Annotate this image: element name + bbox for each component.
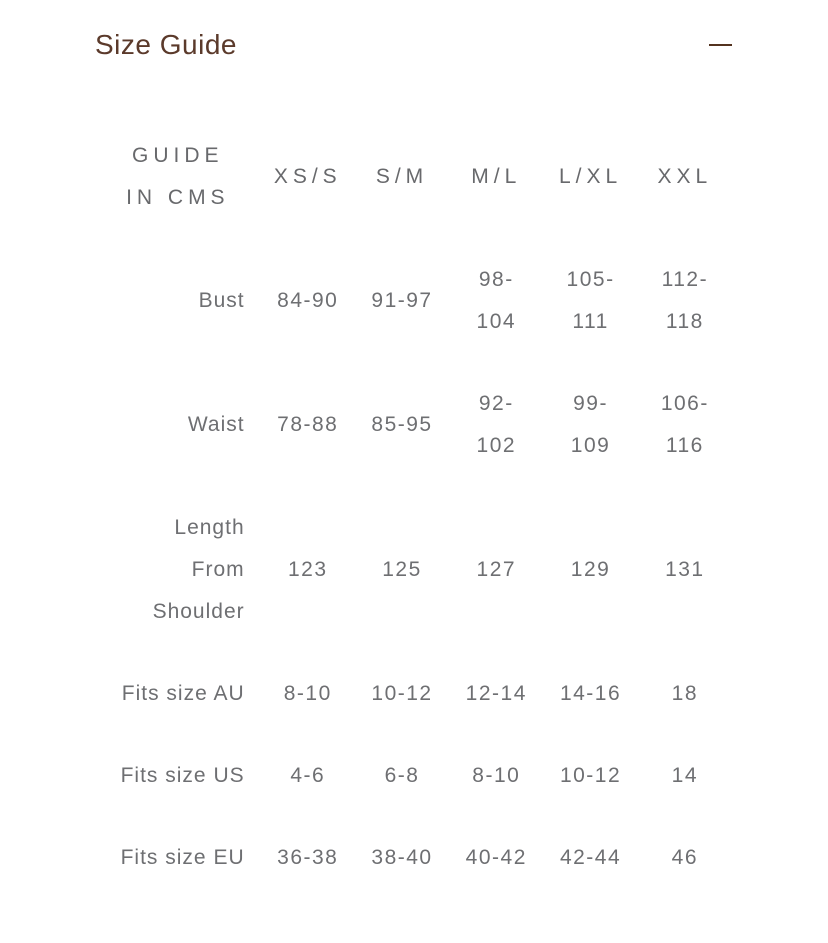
column-header-m-l: M/L (471, 165, 522, 188)
table-cell: 18 (671, 682, 699, 705)
table-cell: 10-12 (559, 764, 622, 787)
table-cell: 91-97 (371, 289, 433, 312)
table-row-bust: Bust 84-90 91-97 98- 104 105- 111 112- 1… (95, 239, 732, 363)
column-header-s-m: S/M (375, 165, 429, 188)
table-cell: 99- 109 (570, 392, 611, 457)
table-cell: 6-8 (384, 764, 420, 787)
table-cell: 92- 102 (476, 392, 517, 457)
table-cell: 40-42 (465, 846, 527, 869)
row-label: Fits size US (120, 764, 245, 787)
column-header-xs-s: XS/S (273, 165, 342, 188)
table-cell: 106- 116 (660, 392, 709, 457)
table-row-fits-size-eu: Fits size EU 36-38 38-40 40-42 42-44 46 (95, 817, 732, 899)
table-cell: 14-16 (559, 682, 622, 705)
table-cell: 38-40 (371, 846, 433, 869)
table-header-row: GUIDE IN CMS XS/S S/M M/L L/XL XXL (95, 115, 732, 239)
column-header-l-xl: L/XL (558, 165, 623, 188)
table-cell: 85-95 (371, 413, 433, 436)
collapse-minus-icon[interactable] (709, 44, 732, 46)
row-label: Waist (187, 413, 245, 436)
row-label: Fits size AU (121, 682, 245, 705)
column-header-xxl: XXL (657, 165, 713, 188)
table-cell: 112- 118 (661, 268, 709, 333)
table-cell: 84-90 (277, 289, 339, 312)
table-cell: 8-10 (472, 764, 521, 787)
table-cell: 129 (570, 558, 611, 581)
table-row-fits-size-au: Fits size AU 8-10 10-12 12-14 14-16 18 (95, 653, 732, 735)
table-row-length-from-shoulder: Length From Shoulder 123 125 127 129 131 (95, 487, 732, 653)
table-cell: 123 (287, 558, 328, 581)
size-guide-accordion-header[interactable]: Size Guide (95, 28, 732, 62)
table-cell: 46 (671, 846, 699, 869)
table-cell: 10-12 (371, 682, 433, 705)
table-cell: 125 (382, 558, 422, 581)
table-cell: 98- 104 (476, 268, 517, 333)
table-cell: 78-88 (277, 413, 339, 436)
table-cell: 8-10 (283, 682, 332, 705)
row-label: Bust (198, 289, 245, 312)
table-cell: 42-44 (559, 846, 622, 869)
table-row-waist: Waist 78-88 85-95 92- 102 99- 109 106- 1… (95, 363, 732, 487)
table-cell: 105- 111 (566, 268, 615, 333)
row-label: Length From Shoulder (152, 516, 245, 623)
table-cell: 127 (476, 558, 517, 581)
size-guide-table: GUIDE IN CMS XS/S S/M M/L L/XL XXL Bust … (95, 115, 732, 899)
page-title: Size Guide (95, 29, 237, 60)
table-cell: 131 (665, 558, 705, 581)
table-cell: 4-6 (290, 764, 326, 787)
table-cell: 36-38 (277, 846, 339, 869)
table-cell: 12-14 (465, 682, 527, 705)
row-label: Fits size EU (120, 846, 245, 869)
table-corner-header: GUIDE IN CMS (126, 144, 230, 209)
table-cell: 14 (671, 764, 699, 787)
table-row-fits-size-us: Fits size US 4-6 6-8 8-10 10-12 14 (95, 735, 732, 817)
